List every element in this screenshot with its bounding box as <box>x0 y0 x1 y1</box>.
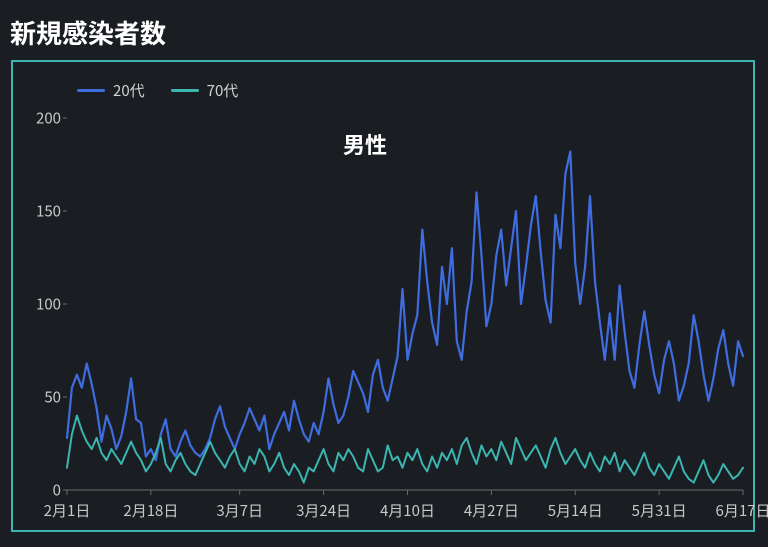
series-line-20代 <box>67 152 743 461</box>
chart-container: 20代 70代 男性 050100150200 2月1日2月18日3月7日3月2… <box>11 60 755 532</box>
page-title: 新規感染者数 <box>0 0 768 59</box>
series-line-70代 <box>67 416 743 483</box>
chart-plot <box>13 62 753 530</box>
